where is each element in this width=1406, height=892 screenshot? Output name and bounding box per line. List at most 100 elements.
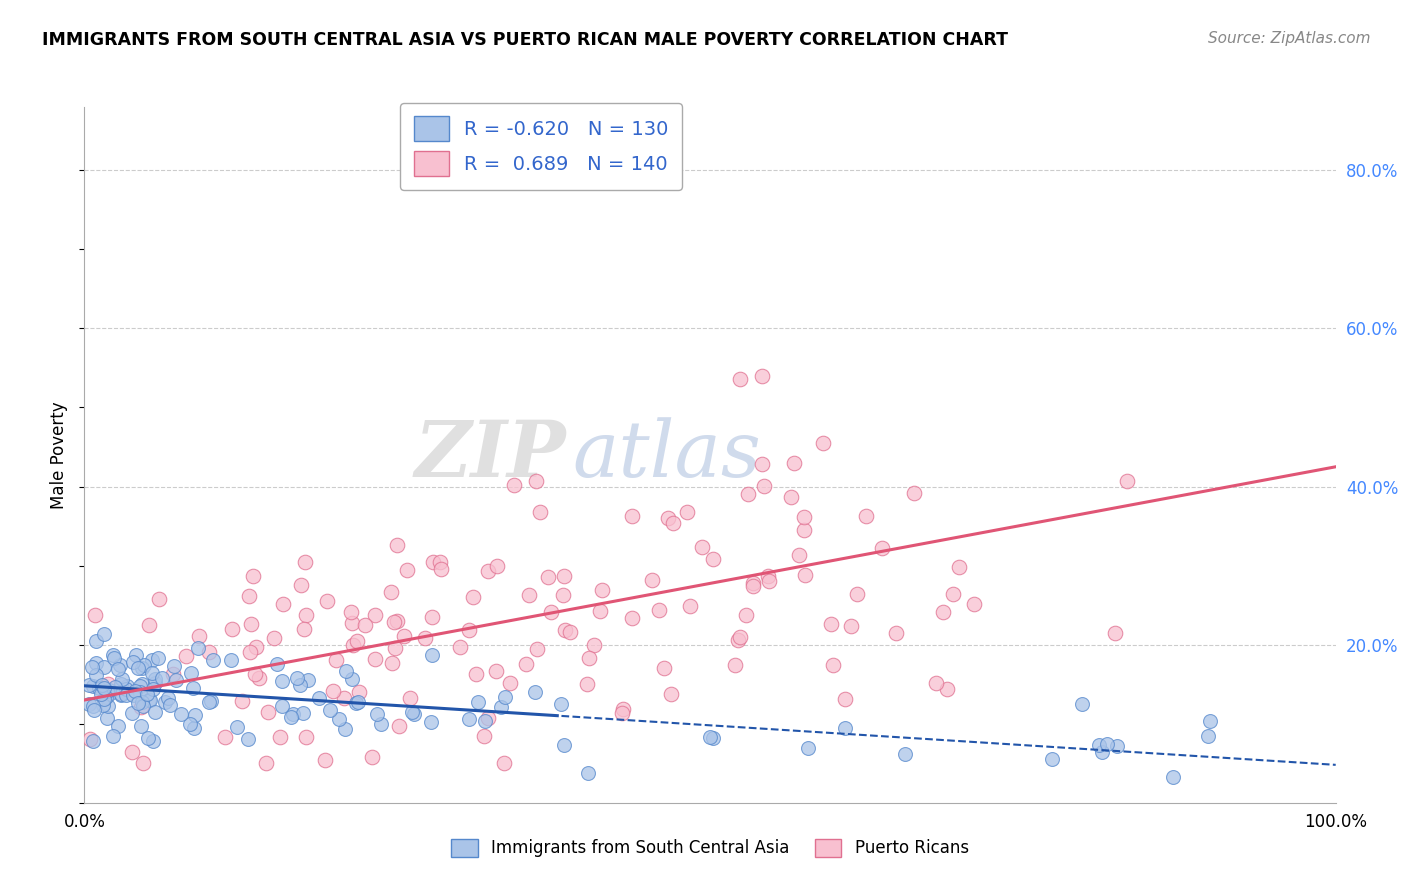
Point: [79, 732, 101, 747]
Point: [932, 605, 955, 619]
Point: [96, 684, 118, 698]
Point: [364, 608, 387, 623]
Point: [132, 756, 155, 771]
Point: [287, 672, 309, 686]
Point: [157, 691, 180, 706]
Point: [1104, 626, 1126, 640]
Point: [387, 614, 409, 628]
Point: [90, 687, 112, 701]
Point: [202, 653, 225, 667]
Point: [122, 689, 145, 703]
Point: [794, 567, 817, 582]
Point: [1199, 714, 1222, 728]
Point: [98, 683, 121, 698]
Point: [148, 592, 170, 607]
Point: [83, 703, 105, 717]
Point: [942, 587, 965, 601]
Point: [474, 714, 496, 728]
Point: [734, 608, 756, 623]
Point: [138, 692, 160, 706]
Point: [402, 707, 425, 722]
Point: [576, 766, 599, 780]
Point: [737, 487, 759, 501]
Point: [420, 715, 443, 730]
Point: [325, 652, 347, 666]
Point: [108, 658, 131, 673]
Point: [1040, 752, 1063, 766]
Point: [641, 573, 664, 587]
Point: [141, 653, 163, 667]
Point: [679, 599, 702, 613]
Point: [820, 616, 842, 631]
Point: [153, 695, 176, 709]
Point: [159, 698, 181, 712]
Point: [131, 677, 153, 691]
Point: [751, 369, 773, 384]
Point: [271, 597, 294, 611]
Point: [96, 710, 118, 724]
Point: [578, 650, 600, 665]
Point: [138, 618, 160, 632]
Point: [489, 700, 512, 714]
Point: [342, 615, 364, 630]
Point: [214, 730, 236, 744]
Point: [292, 706, 315, 721]
Point: [319, 703, 342, 717]
Point: [146, 651, 169, 665]
Point: [724, 657, 747, 672]
Point: [294, 555, 316, 569]
Point: [884, 625, 907, 640]
Point: [381, 656, 404, 670]
Point: [97, 698, 120, 713]
Point: [370, 717, 392, 731]
Point: [526, 642, 548, 657]
Point: [82, 733, 104, 747]
Point: [387, 538, 409, 552]
Point: [621, 611, 644, 625]
Point: [676, 505, 699, 519]
Point: [1095, 737, 1118, 751]
Point: [136, 731, 159, 746]
Point: [524, 475, 547, 489]
Point: [314, 753, 336, 767]
Point: [150, 671, 173, 685]
Point: [540, 606, 562, 620]
Point: [537, 570, 560, 584]
Point: [322, 683, 344, 698]
Point: [97, 676, 120, 690]
Point: [90, 678, 112, 692]
Point: [297, 673, 319, 687]
Point: [1070, 697, 1092, 711]
Point: [136, 687, 159, 701]
Point: [82, 660, 104, 674]
Point: [783, 457, 806, 471]
Point: [422, 555, 444, 569]
Point: [188, 629, 211, 643]
Point: [793, 523, 815, 537]
Point: [121, 706, 143, 721]
Point: [183, 681, 205, 696]
Point: [143, 676, 166, 690]
Point: [103, 651, 125, 665]
Point: [281, 706, 304, 721]
Point: [948, 560, 970, 574]
Point: [122, 655, 145, 669]
Point: [271, 673, 294, 688]
Point: [79, 678, 101, 692]
Point: [97, 687, 120, 701]
Point: [179, 717, 201, 731]
Point: [652, 661, 675, 675]
Point: [342, 673, 364, 687]
Point: [461, 591, 484, 605]
Point: [485, 664, 508, 678]
Point: [395, 562, 418, 576]
Point: [295, 607, 318, 622]
Point: [184, 708, 207, 723]
Point: [492, 756, 515, 771]
Point: [793, 510, 815, 524]
Point: [465, 667, 488, 681]
Point: [702, 731, 724, 745]
Point: [353, 618, 375, 632]
Point: [93, 692, 115, 706]
Point: [1197, 729, 1219, 743]
